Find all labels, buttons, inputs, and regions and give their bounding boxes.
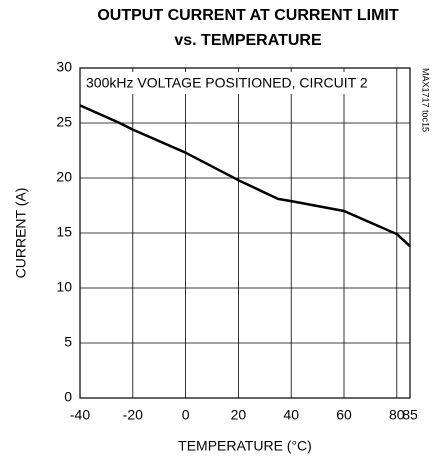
plot-frame [79, 67, 411, 399]
annotation-bg [83, 72, 373, 94]
x-tick-label: 80 [389, 407, 405, 423]
x-tick-label: 20 [231, 407, 247, 423]
chart-title: OUTPUT CURRENT AT CURRENT LIMIT [97, 7, 399, 24]
x-axis-label: TEMPERATURE (°C) [178, 438, 312, 454]
y-tick-label: 5 [64, 334, 72, 350]
x-tick-label: 60 [336, 407, 352, 423]
y-tick-label: 15 [56, 224, 72, 240]
x-tick-label: 0 [182, 407, 190, 423]
y-tick-label: 25 [56, 114, 72, 130]
y-tick-label: 30 [56, 59, 72, 75]
side-label: MAX1717 toc15 [421, 68, 431, 132]
x-tick-label: 85 [402, 407, 418, 423]
chart-title: vs. TEMPERATURE [174, 32, 322, 49]
annotation: 300kHz VOLTAGE POSITIONED, CIRCUIT 2 [86, 75, 368, 91]
y-tick-label: 20 [56, 169, 72, 185]
y-axis-label: CURRENT (A) [13, 188, 29, 279]
x-tick-label: 40 [283, 407, 299, 423]
x-tick-label: -20 [123, 407, 143, 423]
x-tick-label: -40 [70, 407, 90, 423]
data-line [79, 104, 411, 248]
y-tick-label: 0 [64, 389, 72, 405]
y-tick-label: 10 [56, 279, 72, 295]
